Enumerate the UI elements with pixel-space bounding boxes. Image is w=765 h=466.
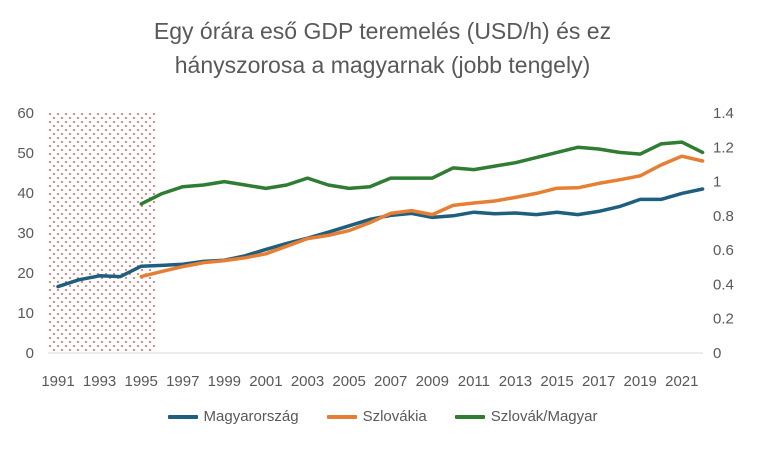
- x-tick-label: 1991: [41, 373, 74, 390]
- legend: Magyarország Szlovákia Szlovák/Magyar: [0, 408, 765, 425]
- x-tick-label: 2015: [540, 373, 573, 390]
- legend-label: Szlovák/Magyar: [490, 408, 598, 425]
- y-right-tick-label: 0.6: [713, 242, 734, 259]
- y-right-tick-label: 0.2: [713, 311, 734, 328]
- y-right-tick-label: 0: [713, 345, 721, 362]
- y-left-tick-label: 20: [17, 265, 34, 282]
- chart-title: Egy órára eső GDP teremelés (USD/h) és e…: [0, 14, 765, 82]
- y-left-tick-label: 10: [17, 305, 34, 322]
- x-tick-label: 2005: [332, 373, 365, 390]
- legend-label: Magyarország: [203, 408, 299, 425]
- chart-title-line-2: hányszorosa a magyarnak (jobb tengely): [174, 52, 591, 78]
- x-tick-label: 1999: [208, 373, 241, 390]
- legend-item: Szlovákia: [326, 408, 427, 425]
- x-tick-label: 2013: [499, 373, 532, 390]
- legend-label: Szlovákia: [362, 408, 427, 425]
- y-left-tick-label: 0: [26, 345, 34, 362]
- y-left-tick-label: 50: [17, 145, 34, 162]
- x-tick-label: 2021: [665, 373, 698, 390]
- y-right-tick-label: 1: [713, 174, 721, 191]
- legend-item: Szlovák/Magyar: [454, 408, 598, 425]
- y-right-tick-label: 1.4: [713, 105, 734, 122]
- series-line-3: [139, 140, 705, 206]
- chart-title-line-1: Egy órára eső GDP teremelés (USD/h) és e…: [153, 18, 612, 44]
- x-tick-label: 1993: [83, 373, 116, 390]
- y-right-tick-label: 1.2: [713, 139, 734, 156]
- series-line-2: [139, 154, 705, 279]
- legend-swatch: [326, 414, 357, 419]
- x-tick-label: 1995: [124, 373, 157, 390]
- y-right-tick-label: 0.8: [713, 208, 734, 225]
- y-left-tick-label: 30: [17, 225, 34, 242]
- y-left-tick-label: 60: [17, 105, 34, 122]
- x-tick-label: 2019: [624, 373, 657, 390]
- x-tick-label: 1997: [166, 373, 199, 390]
- legend-swatch: [454, 414, 485, 419]
- x-tick-label: 2001: [249, 373, 282, 390]
- y-right-tick-label: 0.4: [713, 276, 734, 293]
- x-tick-label: 2011: [458, 373, 490, 390]
- x-tick-label: 2017: [582, 373, 615, 390]
- x-tick-label: 2007: [374, 373, 407, 390]
- x-tick-label: 2003: [291, 373, 324, 390]
- legend-swatch: [167, 414, 198, 419]
- legend-item: Magyarország: [167, 408, 299, 425]
- shaded-region: [48, 113, 156, 353]
- y-left-tick-label: 40: [17, 185, 34, 202]
- x-tick-label: 2009: [416, 373, 449, 390]
